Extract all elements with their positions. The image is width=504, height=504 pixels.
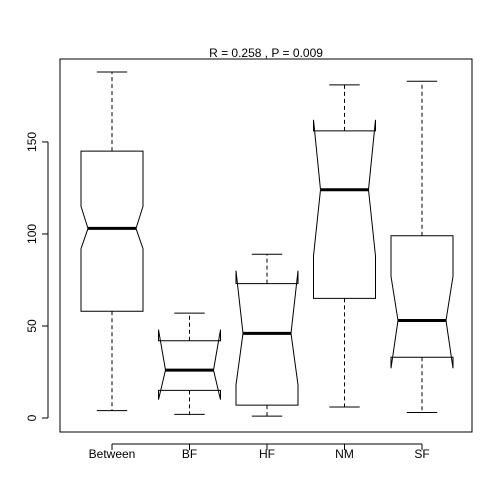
box-between xyxy=(80,71,144,412)
notched-box xyxy=(158,329,221,400)
notched-box xyxy=(80,150,144,312)
box-sf xyxy=(390,80,454,413)
plot-frame xyxy=(59,58,473,433)
box-hf xyxy=(235,253,299,417)
y-tick-label: 50 xyxy=(25,319,39,333)
x-tick-label: NM xyxy=(335,447,354,461)
x-tick-label: BF xyxy=(182,447,197,461)
box-nm xyxy=(313,84,376,408)
notched-box xyxy=(313,119,376,299)
y-tick-label: 0 xyxy=(25,414,39,421)
y-axis: 0 50 100 150 xyxy=(25,132,49,421)
chart-title: R = 0.258 , P = 0.009 xyxy=(209,46,323,60)
x-tick-label: HF xyxy=(259,447,275,461)
y-tick-label: 100 xyxy=(25,224,39,244)
x-axis: Between BF HF NM SF xyxy=(89,443,430,461)
y-tick-label: 150 xyxy=(25,132,39,152)
box-bf xyxy=(158,312,221,415)
boxes-group xyxy=(80,71,454,417)
x-tick-label: Between xyxy=(89,447,136,461)
x-tick-label: SF xyxy=(414,447,429,461)
notched-box xyxy=(235,270,299,406)
notched-box xyxy=(390,235,454,369)
